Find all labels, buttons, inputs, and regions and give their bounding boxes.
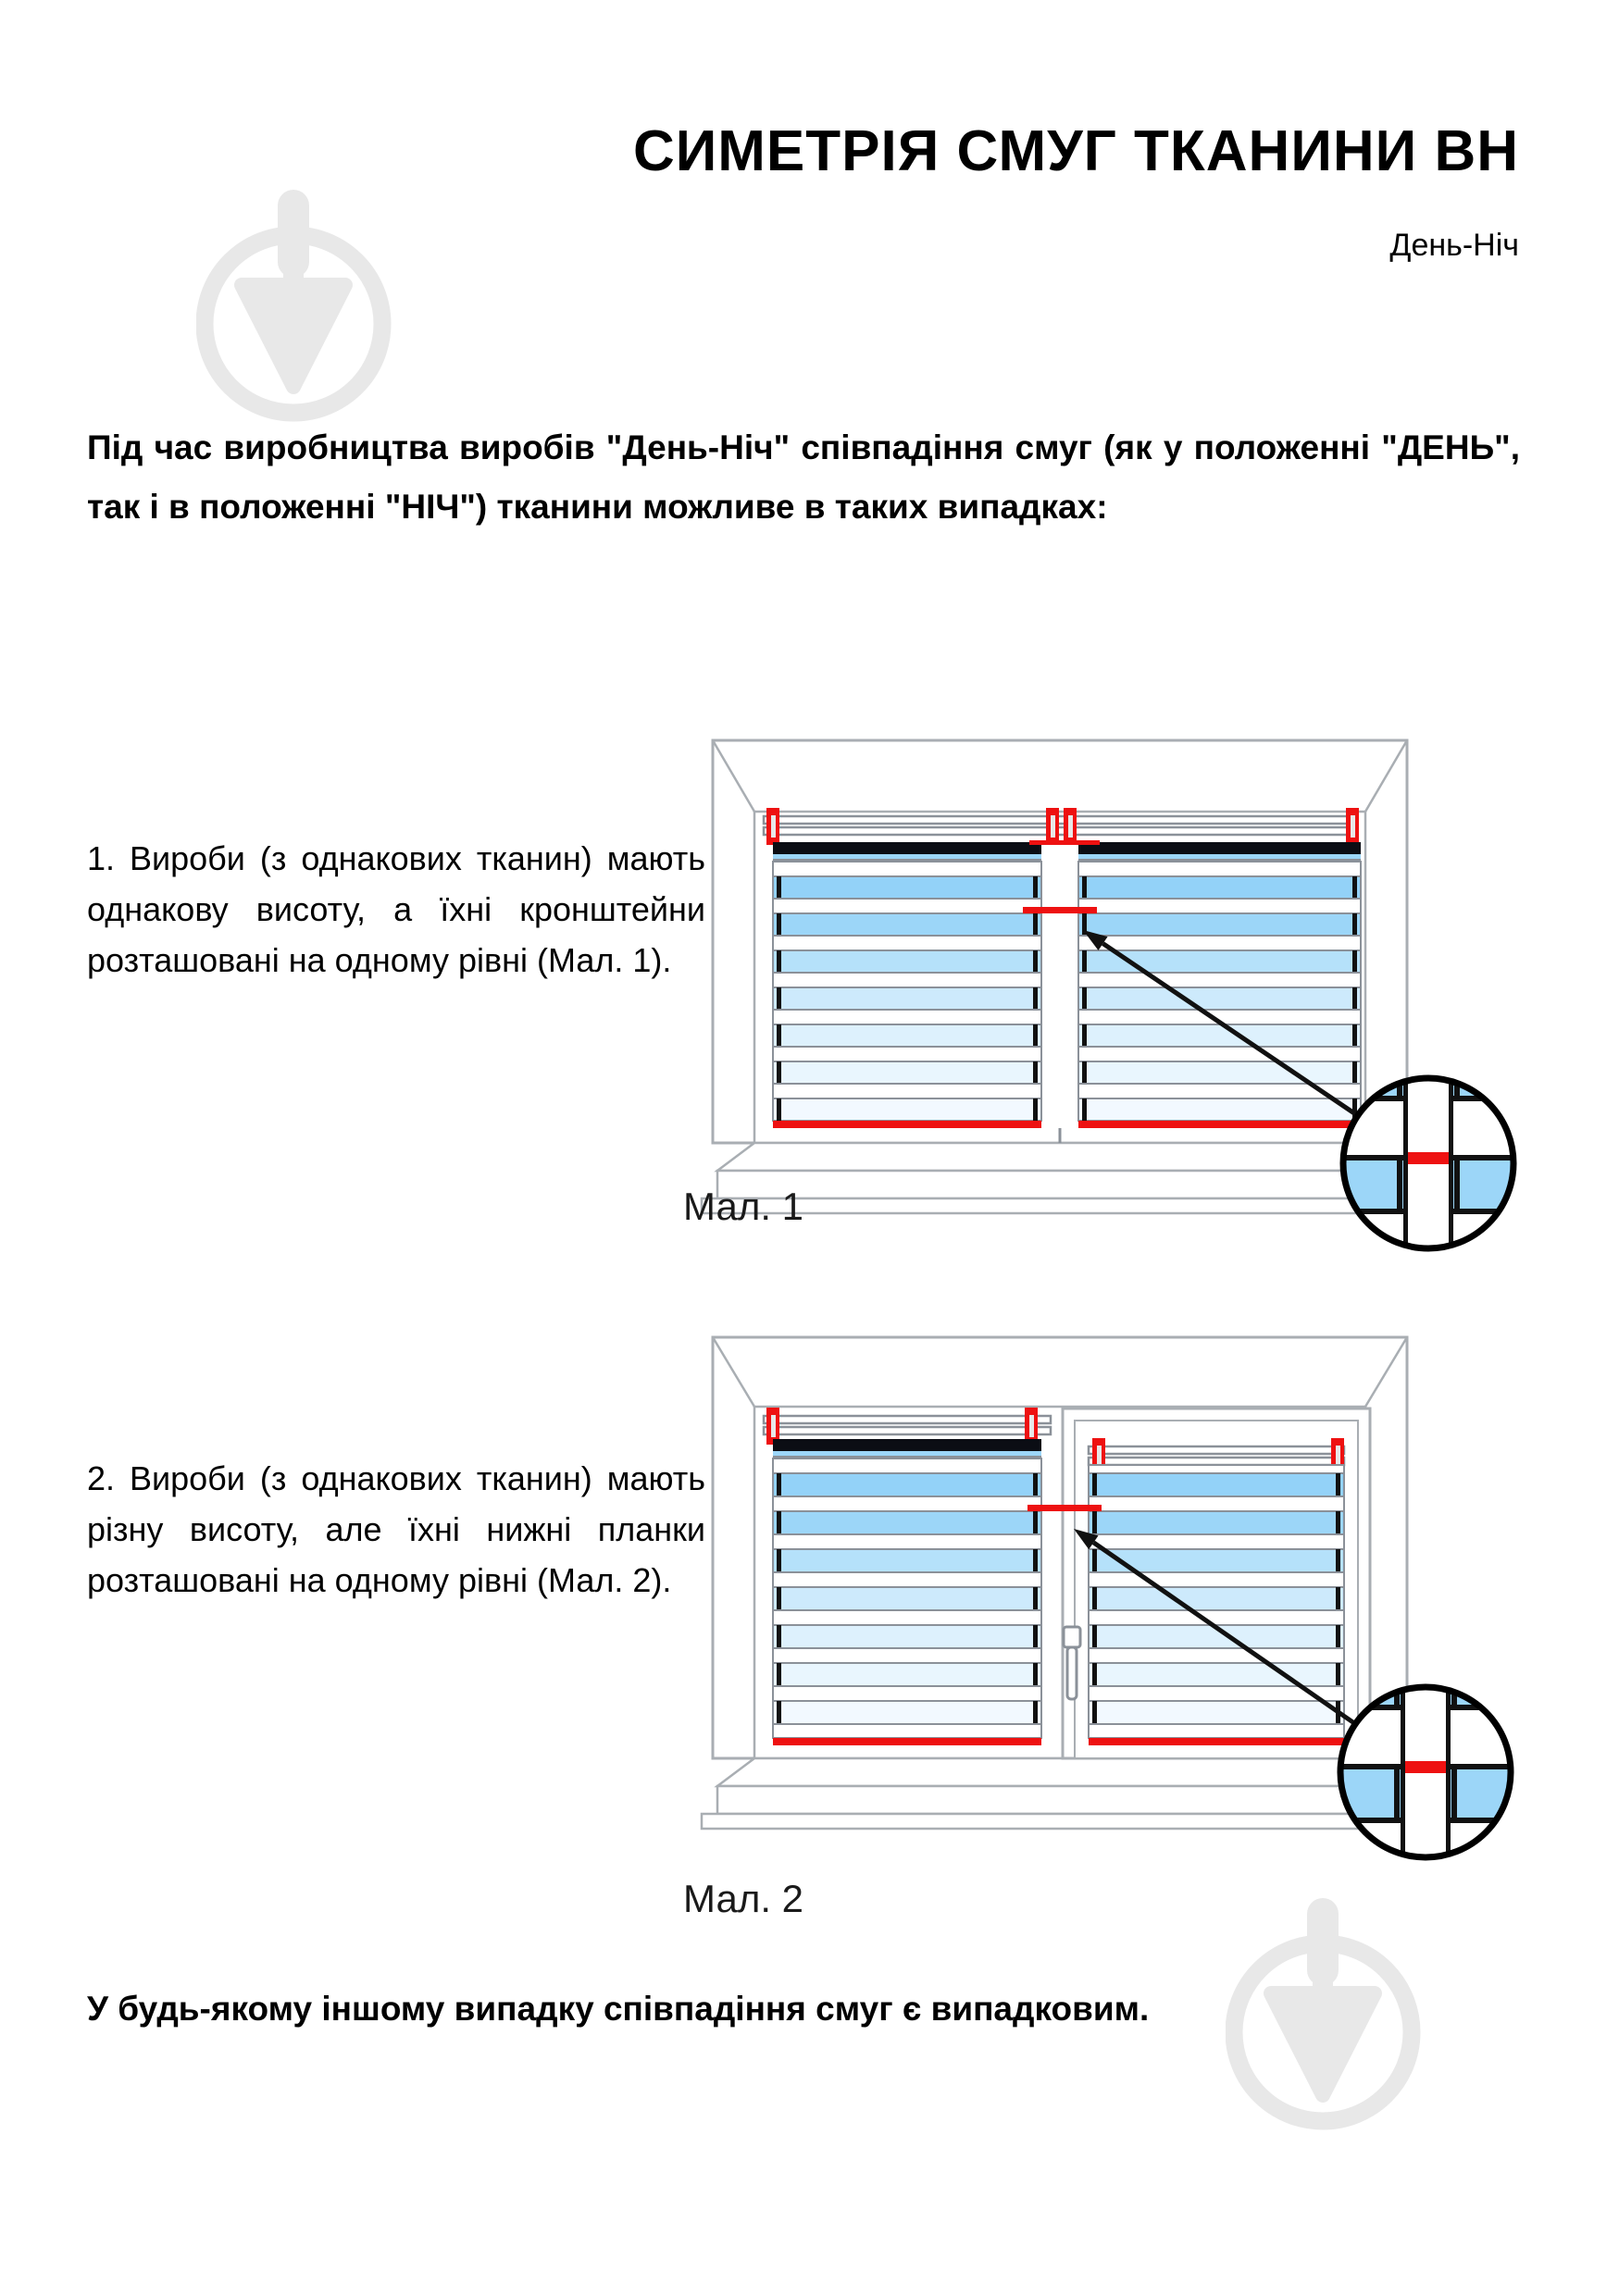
case-1-text: 1. Вироби (з однакових тканин) мають одн… <box>87 839 705 980</box>
conclusion-text: У будь-якому іншому випадку співпадіння … <box>87 1990 1150 2028</box>
figure-2-window-diagram: Мал. 2 <box>683 1335 1514 1920</box>
case-2-text: 2. Вироби (з однакових тканин) мають різ… <box>87 1459 705 1600</box>
figure-1-window-diagram: Мал. 1 <box>683 738 1517 1252</box>
trowel-watermark-logo <box>1226 1898 1421 2130</box>
page-title: СИМЕТРІЯ СМУГ ТКАНИНИ ВН <box>632 119 1519 183</box>
figure-1-label: Мал. 1 <box>683 1185 803 1228</box>
page-subtitle: День-Ніч <box>1389 228 1519 263</box>
trowel-watermark-logo <box>196 190 392 422</box>
figure-2-label: Мал. 2 <box>683 1877 803 1920</box>
intro-paragraph: Під час виробництва виробів "День-Ніч" с… <box>87 428 1520 526</box>
